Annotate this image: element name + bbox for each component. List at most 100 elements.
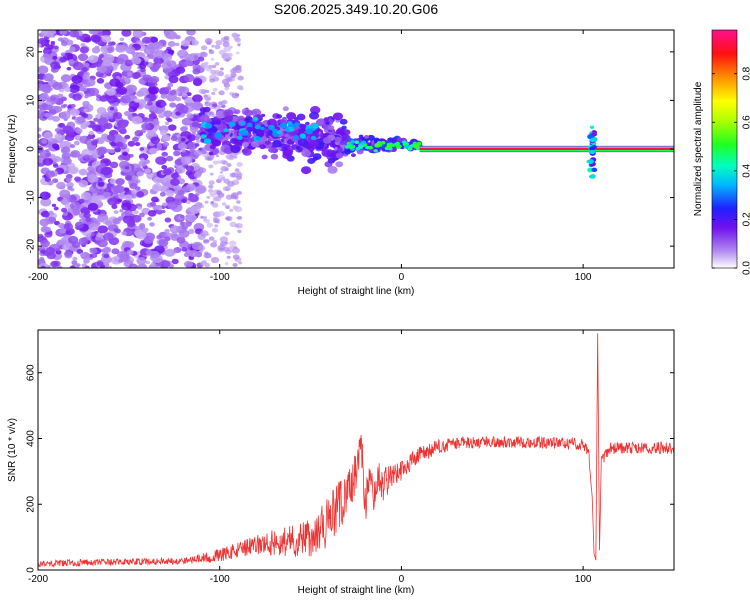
noise-blob: [80, 123, 88, 130]
noise-blob: [131, 56, 142, 65]
noise-blob: [225, 216, 230, 221]
noise-blob: [237, 43, 241, 47]
noise-blob: [145, 260, 150, 265]
snr-ytick-label: 400: [26, 430, 37, 447]
noise-blob: [219, 171, 224, 174]
noise-blob: [109, 178, 117, 185]
converging-core: [380, 140, 386, 145]
noise-blob: [164, 217, 172, 223]
energy-blob: [250, 140, 260, 148]
energy-blob: [323, 117, 330, 122]
energy-peak: [260, 126, 265, 131]
noise-blob: [167, 49, 175, 55]
noise-blob: [222, 41, 230, 48]
spectrogram-xtick-label: 0: [399, 272, 405, 283]
noise-blob: [119, 37, 125, 42]
noise-blob: [74, 176, 82, 182]
energy-blob: [334, 136, 342, 143]
noise-blob: [148, 82, 155, 88]
noise-blob: [103, 159, 110, 164]
noise-blob: [94, 61, 102, 67]
noise-blob: [229, 208, 234, 212]
noise-blob: [97, 32, 104, 37]
noise-blob: [226, 180, 235, 187]
noise-blob: [80, 191, 92, 201]
spectrogram-xlabel: Height of straight line (km): [298, 286, 415, 297]
noise-blob: [185, 165, 195, 172]
noise-blob: [162, 134, 171, 141]
noise-blob: [69, 108, 80, 117]
noise-blob: [70, 151, 78, 158]
energy-peak: [203, 138, 212, 145]
noise-blob: [231, 32, 239, 38]
noise-blob: [164, 86, 172, 92]
energy-blob: [211, 103, 218, 108]
noise-blob: [65, 173, 73, 180]
noise-blob: [177, 105, 189, 114]
converging-core: [401, 140, 407, 144]
noise-blob: [164, 232, 172, 238]
energy-peak: [239, 130, 245, 135]
spectrogram-xtick-label: 100: [575, 272, 592, 283]
noise-blob: [143, 117, 148, 121]
noise-blob: [96, 94, 102, 99]
noise-blob: [217, 210, 225, 217]
noise-blob: [200, 205, 205, 209]
noise-blob: [232, 205, 239, 210]
noise-blob: [188, 249, 199, 258]
noise-blob: [226, 163, 232, 168]
noise-blob: [234, 37, 241, 43]
noise-blob: [156, 234, 163, 240]
energy-blob: [300, 166, 312, 175]
noise-blob: [191, 121, 200, 128]
energy-blob: [341, 125, 347, 130]
noise-blob: [88, 30, 98, 35]
energy-blob: [309, 111, 320, 120]
noise-blob: [77, 53, 89, 62]
noise-blob: [193, 77, 203, 85]
noise-blob: [229, 152, 238, 159]
noise-blob: [187, 228, 195, 234]
noise-blob: [45, 246, 56, 255]
noise-blob: [48, 108, 57, 115]
noise-blob: [224, 186, 231, 192]
noise-blob: [71, 75, 83, 84]
noise-blob: [213, 217, 220, 224]
converging-core: [413, 143, 419, 148]
noise-blob: [117, 193, 126, 200]
noise-blob: [97, 181, 105, 187]
noise-blob: [124, 166, 130, 170]
energy-blob: [325, 121, 330, 125]
noise-blob: [221, 202, 227, 206]
noise-blob: [214, 62, 220, 66]
noise-blob: [59, 189, 71, 199]
noise-blob: [79, 46, 89, 54]
noise-blob: [57, 222, 65, 229]
noise-blob: [66, 182, 74, 188]
noise-blob: [136, 171, 144, 177]
energy-blob: [339, 140, 345, 145]
noise-blob: [75, 263, 81, 267]
noise-blob: [219, 101, 224, 105]
noise-blob: [125, 84, 138, 94]
noise-blob: [54, 146, 60, 151]
noise-blob: [170, 135, 178, 142]
snr-ylabel: SNR (10 * v/v): [7, 418, 18, 482]
noise-blob: [45, 170, 56, 178]
noise-blob: [204, 219, 211, 224]
noise-blob: [223, 35, 230, 40]
noise-blob: [52, 163, 59, 168]
energy-peak: [294, 122, 300, 127]
noise-blob: [186, 30, 196, 36]
snr-panel: -200 -100 0 100 0 200 400 600 Height of straigh…: [7, 329, 675, 596]
noise-blob: [61, 207, 68, 213]
converging-core: [415, 146, 421, 151]
noise-blob: [186, 92, 192, 97]
noise-blob: [131, 175, 139, 181]
noise-blob: [95, 114, 101, 119]
noise-blob: [200, 45, 208, 51]
converging-blob: [364, 134, 370, 139]
noise-blob: [101, 30, 111, 37]
noise-blob: [107, 41, 114, 46]
